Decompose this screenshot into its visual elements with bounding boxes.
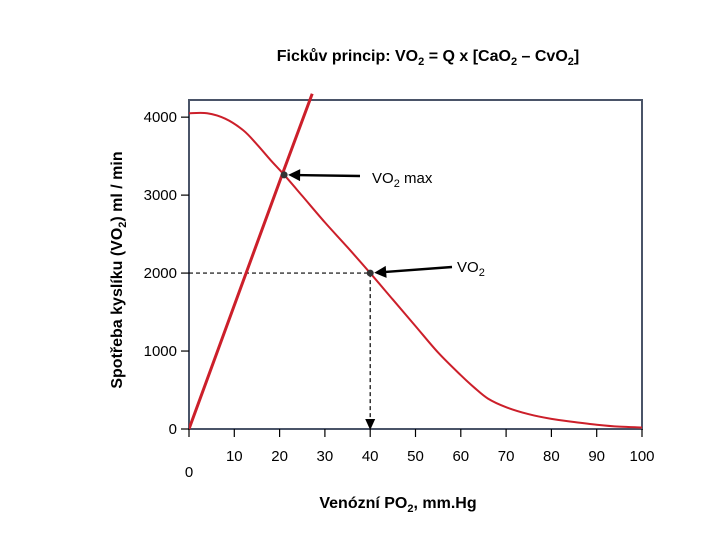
annotation-arrow	[382, 265, 453, 274]
y-tick-label: 1000	[144, 343, 177, 360]
plot-frame	[188, 99, 643, 430]
down-arrow-head	[365, 419, 376, 430]
annotation-label: VO2	[457, 259, 485, 279]
x-tick-label: 70	[498, 448, 515, 465]
annotations: VO2 max VO2	[280, 169, 485, 279]
annotation-arrow-head	[288, 169, 301, 182]
guides	[189, 272, 376, 430]
x-axis-label: Venózní PO2, mm.Hg	[319, 495, 476, 515]
y-ticks: 0 1000 2000 3000 4000	[144, 109, 189, 438]
oxygen-consumption-curve	[188, 111, 643, 429]
chart-title: Fickův princip: VO2 = Q x [CaO2 – CvO2]	[277, 48, 579, 68]
fick-line	[189, 93, 314, 430]
x-ticks: 0 10 20 30 40 50 60 70 80 90 100	[185, 429, 655, 481]
annotation-point	[280, 171, 288, 179]
x-tick-label: 90	[588, 448, 605, 465]
annotation-arrow-head	[374, 265, 387, 278]
y-tick-label: 4000	[144, 109, 177, 126]
annotation-label: VO2 max	[372, 170, 433, 190]
y-tick-label: 3000	[144, 187, 177, 204]
x-tick-label: 10	[226, 448, 243, 465]
x-tick-label: 100	[629, 448, 654, 465]
x-tick-label: 50	[407, 448, 424, 465]
x-tick-label: 30	[317, 448, 334, 465]
x-tick-label: 80	[543, 448, 560, 465]
annotation-point	[366, 269, 374, 277]
x-tick-label: 40	[362, 448, 379, 465]
x-tick-label: 20	[271, 448, 288, 465]
series	[188, 93, 643, 430]
x-tick-label: 60	[452, 448, 469, 465]
y-tick-label: 2000	[144, 265, 177, 282]
y-tick-label: 0	[169, 421, 177, 438]
annotation-arrow	[296, 173, 361, 178]
x-tick-label: 0	[185, 464, 193, 481]
y-axis-label: Spotřeba kyslíku (VO2) ml / min	[109, 151, 129, 388]
